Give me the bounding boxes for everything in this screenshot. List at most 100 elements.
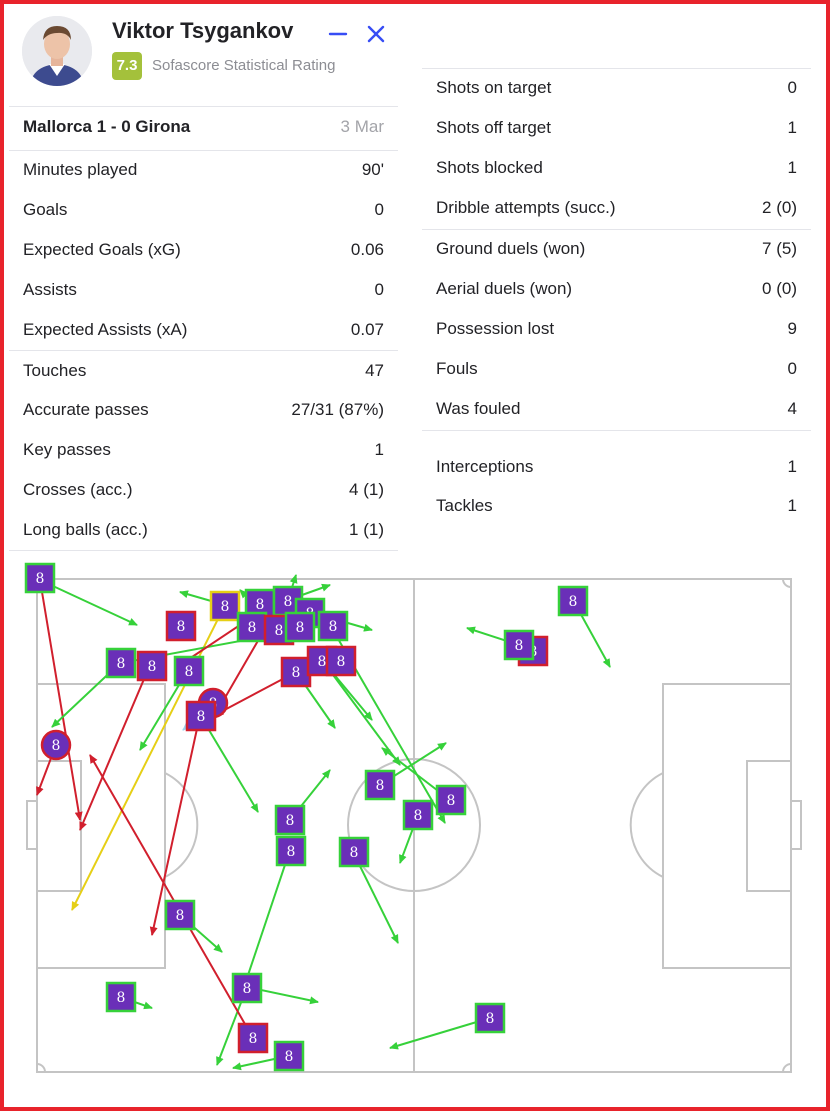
stat-row-was-fouled: Was fouled 4 — [422, 389, 811, 429]
action-marker[interactable]: 8 — [275, 835, 307, 867]
stat-row-tackles: Tackles 1 — [422, 486, 811, 526]
marker-number: 8 — [197, 709, 206, 725]
stat-label: Long balls (acc.) — [23, 520, 148, 539]
divider — [422, 229, 811, 230]
stat-value: 0 — [787, 78, 797, 97]
marker-number: 8 — [515, 638, 524, 654]
action-marker[interactable]: 8 — [185, 700, 217, 732]
stat-label: Key passes — [23, 440, 111, 459]
marker-number: 8 — [117, 990, 126, 1006]
player-name: Viktor Tsygankov — [112, 18, 294, 43]
marker-number: 8 — [486, 1011, 495, 1027]
stat-row-ground-duels: Ground duels (won) 7 (5) — [422, 229, 811, 269]
marker-shape — [209, 590, 241, 622]
player-avatar — [22, 16, 92, 86]
marker-shape — [364, 769, 396, 801]
action-marker[interactable]: 8 — [273, 1040, 305, 1072]
stat-value: 0.07 — [350, 320, 384, 339]
marker-number: 8 — [285, 1049, 294, 1065]
stat-value: 27/31 (87%) — [291, 400, 384, 419]
stat-label: Fouls — [436, 359, 478, 378]
marker-number: 8 — [36, 571, 45, 587]
stat-value: 1 — [374, 440, 384, 459]
stat-row-crosses: Crosses (acc.) 4 (1) — [9, 470, 398, 510]
match-row[interactable]: Mallorca 1 - 0 Girona 3 Mar — [9, 107, 398, 147]
corner-arc — [782, 1063, 792, 1073]
action-marker[interactable]: 8 — [280, 656, 312, 688]
action-marker[interactable]: 8 — [364, 769, 396, 801]
stat-label: Aerial duels (won) — [436, 279, 573, 298]
stat-label: Shots off target — [436, 118, 551, 137]
stat-row-fouls: Fouls 0 — [422, 349, 811, 389]
right-penalty-area — [662, 683, 792, 969]
divider — [9, 106, 398, 107]
stat-value: 1 — [787, 118, 797, 137]
stat-label: Ground duels (won) — [436, 239, 586, 258]
action-marker[interactable]: 8 — [165, 610, 197, 642]
action-marker[interactable]: 8 — [24, 562, 56, 594]
match-teams: Mallorca 1 - 0 Girona — [23, 117, 191, 136]
action-marker[interactable]: 8 — [237, 1022, 269, 1054]
action-markers: 8888888888888888888888888888888888 — [24, 562, 589, 1072]
marker-shape — [284, 611, 316, 643]
action-marker[interactable]: 8 — [236, 611, 268, 643]
action-arrow — [241, 849, 291, 991]
action-marker[interactable]: 8 — [136, 650, 168, 682]
marker-shape — [503, 629, 535, 661]
stat-label: Interceptions — [436, 457, 534, 476]
action-marker[interactable]: 8 — [557, 585, 589, 617]
corner-arc — [782, 578, 792, 588]
action-marker[interactable]: 8 — [231, 972, 263, 1004]
marker-number: 8 — [296, 620, 305, 636]
action-arrow — [389, 1017, 491, 1050]
action-marker[interactable]: 8 — [105, 647, 137, 679]
action-marker[interactable]: 8 — [503, 629, 535, 661]
stat-value: 1 — [787, 496, 797, 515]
minimize-button[interactable] — [326, 22, 350, 46]
action-marker[interactable]: 8 — [274, 804, 306, 836]
divider — [422, 430, 811, 431]
stat-row-assists: Assists 0 — [9, 270, 398, 310]
marker-number: 8 — [376, 778, 385, 794]
divider — [9, 550, 398, 551]
marker-shape — [231, 972, 263, 1004]
action-arrow — [79, 664, 151, 831]
action-marker[interactable]: 8 — [164, 899, 196, 931]
action-marker[interactable]: 8 — [40, 729, 72, 761]
action-marker[interactable]: 8 — [402, 799, 434, 831]
marker-shape — [173, 655, 205, 687]
marker-shape — [402, 799, 434, 831]
stat-value: 0.06 — [350, 240, 384, 259]
action-marker[interactable]: 8 — [284, 611, 316, 643]
close-button[interactable] — [364, 22, 388, 46]
marker-number: 8 — [117, 656, 126, 672]
action-marker[interactable]: 8 — [173, 655, 205, 687]
minimize-icon — [328, 32, 348, 36]
marker-number: 8 — [286, 813, 295, 829]
action-marker[interactable]: 8 — [105, 981, 137, 1013]
marker-number: 8 — [275, 623, 284, 639]
left-penalty-area — [36, 683, 166, 969]
action-marker[interactable]: 8 — [325, 645, 357, 677]
marker-number: 8 — [243, 981, 252, 997]
match-date: 3 Mar — [340, 117, 384, 136]
marker-shape — [325, 645, 357, 677]
stat-row-aerial-duels: Aerial duels (won) 0 (0) — [422, 269, 811, 309]
divider — [422, 68, 811, 69]
right-goal-area — [746, 760, 792, 892]
stat-row-key-passes: Key passes 1 — [9, 430, 398, 470]
center-circle — [347, 758, 481, 892]
stat-row-goals: Goals 0 — [9, 190, 398, 230]
stat-label: Was fouled — [436, 399, 521, 418]
action-marker[interactable]: 8 — [338, 836, 370, 868]
action-marker[interactable]: 8 — [209, 590, 241, 622]
action-marker[interactable]: 8 — [317, 610, 349, 642]
right-goal — [790, 800, 802, 850]
left-goal — [26, 800, 38, 850]
stat-row-interceptions: Interceptions 1 — [422, 447, 811, 487]
corner-arc — [36, 1063, 46, 1073]
action-marker[interactable]: 8 — [474, 1002, 506, 1034]
stat-row-touches: Touches 47 — [9, 351, 398, 391]
action-marker[interactable]: 8 — [435, 784, 467, 816]
marker-shape — [40, 729, 72, 761]
